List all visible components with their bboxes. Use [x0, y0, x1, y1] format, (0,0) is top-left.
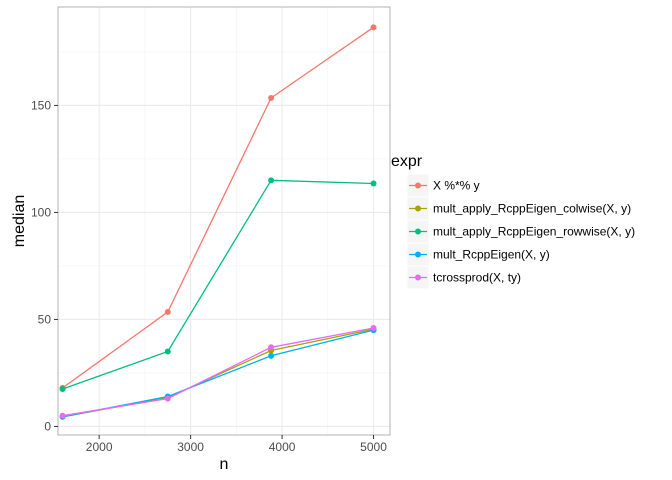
x-tick-label: 5000 [360, 440, 387, 454]
x-tick-label: 3000 [177, 440, 204, 454]
y-tick-label: 0 [44, 419, 51, 433]
x-tick-label: 4000 [269, 440, 296, 454]
legend-key-point [415, 205, 421, 212]
legend-key-point [415, 228, 421, 235]
x-tick-label: 2000 [86, 440, 113, 454]
legend-label: X %*% y [433, 179, 480, 193]
series-5 [59, 325, 377, 419]
legend-key-point [415, 251, 421, 258]
data-point [370, 24, 377, 31]
x-axis-title: n [220, 456, 229, 473]
legend-key-point [415, 274, 421, 281]
legend-label: mult_RcppEigen(X, y) [433, 248, 550, 262]
plot-border [57, 6, 391, 436]
series-line [62, 26, 374, 389]
series-line [62, 179, 374, 390]
data-point [268, 352, 275, 359]
data-point [370, 180, 377, 187]
data-point [268, 94, 275, 101]
data-point [268, 177, 275, 184]
series-3 [59, 177, 377, 392]
legend-item: mult_apply_RcppEigen_rowwise(X, y) [406, 219, 635, 244]
series-group [59, 24, 377, 420]
data-point [164, 348, 171, 355]
data-point [59, 385, 66, 392]
y-tick-label: 100 [31, 205, 51, 219]
grid-lines [58, 7, 390, 435]
y-axis-title: median [11, 195, 28, 247]
plot-background [58, 7, 390, 435]
legend-item: mult_apply_RcppEigen_colwise(X, y) [406, 196, 631, 221]
legend-item: mult_RcppEigen(X, y) [406, 242, 550, 267]
data-point [164, 308, 171, 315]
series-line [62, 327, 374, 417]
y-tick-label: 150 [31, 98, 51, 112]
data-point [59, 412, 66, 419]
legend-label: tcrossprod(X, ty) [433, 271, 521, 285]
axes: 2000 3000 4000 5000 0 50 100 150 [31, 6, 391, 454]
data-point [370, 325, 377, 331]
data-point [268, 344, 275, 351]
plot-panel [58, 7, 390, 435]
data-point [164, 395, 171, 402]
legend-title: expr [391, 153, 423, 170]
legend-item: X %*% y [406, 173, 480, 198]
legend-label: mult_apply_RcppEigen_colwise(X, y) [433, 202, 631, 216]
y-tick-label: 50 [38, 312, 52, 326]
legend-key-point [415, 182, 421, 189]
legend-label: mult_apply_RcppEigen_rowwise(X, y) [433, 225, 635, 239]
legend: expr X %*% y mult_apply_RcppEigen_colwise… [391, 153, 635, 290]
legend-item: tcrossprod(X, ty) [406, 265, 521, 290]
